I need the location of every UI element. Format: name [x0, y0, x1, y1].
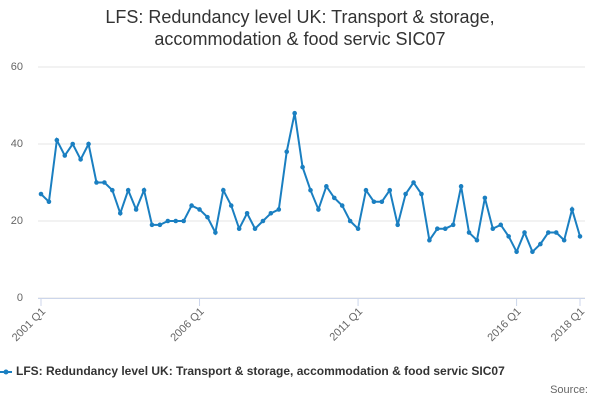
- point: [213, 230, 218, 235]
- point: [316, 207, 321, 212]
- x-tick-label: 2018 Q1: [549, 306, 587, 344]
- y-tick-label: 20: [11, 215, 23, 227]
- point: [221, 187, 226, 193]
- point: [347, 218, 353, 224]
- point: [355, 226, 361, 231]
- point: [244, 211, 250, 216]
- x-tick-label: 2006 Q1: [168, 306, 206, 344]
- y-tick-label: 0: [17, 292, 23, 304]
- point: [125, 187, 131, 193]
- point: [339, 203, 345, 208]
- point: [545, 230, 551, 235]
- point: [371, 199, 377, 205]
- y-tick-label: 40: [11, 138, 23, 150]
- series-line: [40, 112, 581, 255]
- point: [474, 237, 480, 243]
- point: [466, 230, 472, 235]
- point: [411, 180, 416, 185]
- point: [133, 207, 139, 212]
- point: [458, 184, 464, 189]
- point: [197, 207, 202, 212]
- point: [498, 222, 504, 228]
- point: [46, 199, 52, 205]
- legend-marker: [3, 369, 9, 375]
- point: [308, 187, 313, 193]
- point: [141, 187, 147, 193]
- point: [419, 191, 424, 197]
- point: [490, 226, 496, 231]
- chart-title: LFS: Redundancy level UK: Transport & st…: [105, 7, 495, 49]
- point: [284, 149, 290, 154]
- point: [324, 184, 329, 189]
- point: [117, 211, 123, 216]
- point: [577, 234, 583, 239]
- point: [78, 157, 83, 162]
- point: [292, 110, 297, 116]
- point: [395, 222, 400, 228]
- point: [569, 207, 575, 212]
- x-tick-label: 2011 Q1: [327, 306, 365, 344]
- point: [205, 214, 210, 220]
- point: [363, 187, 369, 193]
- point: [514, 249, 519, 255]
- point: [331, 195, 337, 201]
- point: [530, 249, 535, 255]
- point: [149, 222, 155, 228]
- point: [260, 218, 266, 224]
- point: [86, 141, 91, 147]
- y-tick-label: 60: [11, 61, 23, 73]
- point: [94, 180, 99, 185]
- legend-label: LFS: Redundancy level UK: Transport & st…: [16, 364, 505, 378]
- x-tick-label: 2001 Q1: [10, 306, 48, 344]
- source: Source:: [550, 384, 588, 396]
- point: [173, 218, 179, 224]
- point: [522, 230, 527, 235]
- point: [268, 211, 274, 216]
- point: [435, 226, 440, 231]
- point: [181, 218, 186, 224]
- point: [300, 164, 305, 170]
- point: [442, 226, 448, 231]
- point: [236, 226, 242, 231]
- point: [482, 195, 488, 201]
- x-tick-label: 2016 Q1: [485, 306, 523, 344]
- point: [450, 222, 456, 228]
- point: [506, 234, 511, 239]
- point: [403, 191, 408, 197]
- point: [387, 187, 393, 193]
- point: [553, 230, 559, 235]
- point: [538, 241, 543, 247]
- point: [252, 226, 258, 231]
- point: [561, 237, 567, 243]
- point: [54, 137, 60, 143]
- point: [165, 218, 171, 224]
- point: [379, 199, 385, 205]
- point: [110, 187, 115, 193]
- point: [228, 203, 234, 208]
- point: [276, 207, 282, 212]
- point: [102, 180, 107, 185]
- point: [427, 237, 432, 243]
- point: [38, 191, 44, 197]
- point: [70, 141, 76, 147]
- point: [157, 222, 163, 228]
- point: [189, 203, 194, 208]
- point: [62, 153, 68, 158]
